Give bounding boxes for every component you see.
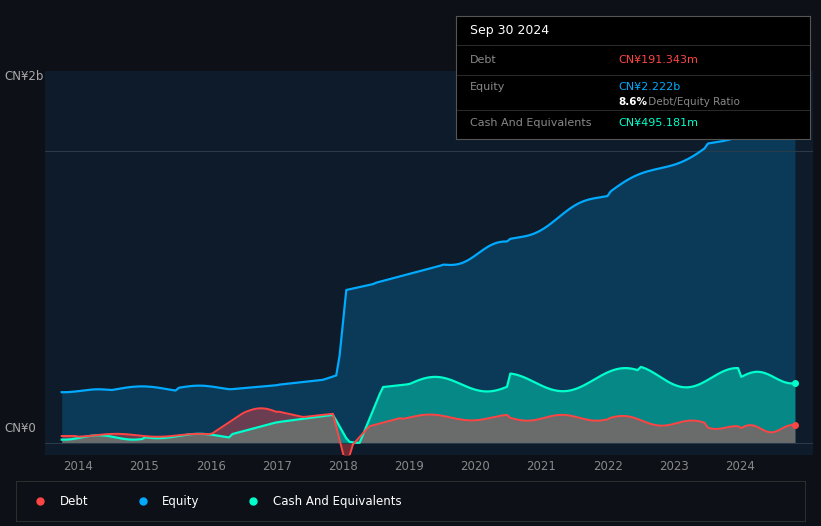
Text: Sep 30 2024: Sep 30 2024 [470, 24, 549, 37]
Text: Debt: Debt [60, 494, 89, 508]
Text: CN¥495.181m: CN¥495.181m [619, 118, 699, 128]
Text: CN¥2.222b: CN¥2.222b [619, 83, 681, 93]
Text: Equity: Equity [163, 494, 200, 508]
Text: CN¥0: CN¥0 [4, 422, 36, 435]
Text: CN¥2b: CN¥2b [4, 70, 44, 83]
Text: 8.6%: 8.6% [619, 97, 648, 107]
Text: Equity: Equity [470, 83, 505, 93]
Text: Debt: Debt [470, 55, 497, 65]
Text: Cash And Equivalents: Cash And Equivalents [273, 494, 401, 508]
Text: Debt/Equity Ratio: Debt/Equity Ratio [645, 97, 741, 107]
Text: Cash And Equivalents: Cash And Equivalents [470, 118, 591, 128]
Text: CN¥191.343m: CN¥191.343m [619, 55, 699, 65]
